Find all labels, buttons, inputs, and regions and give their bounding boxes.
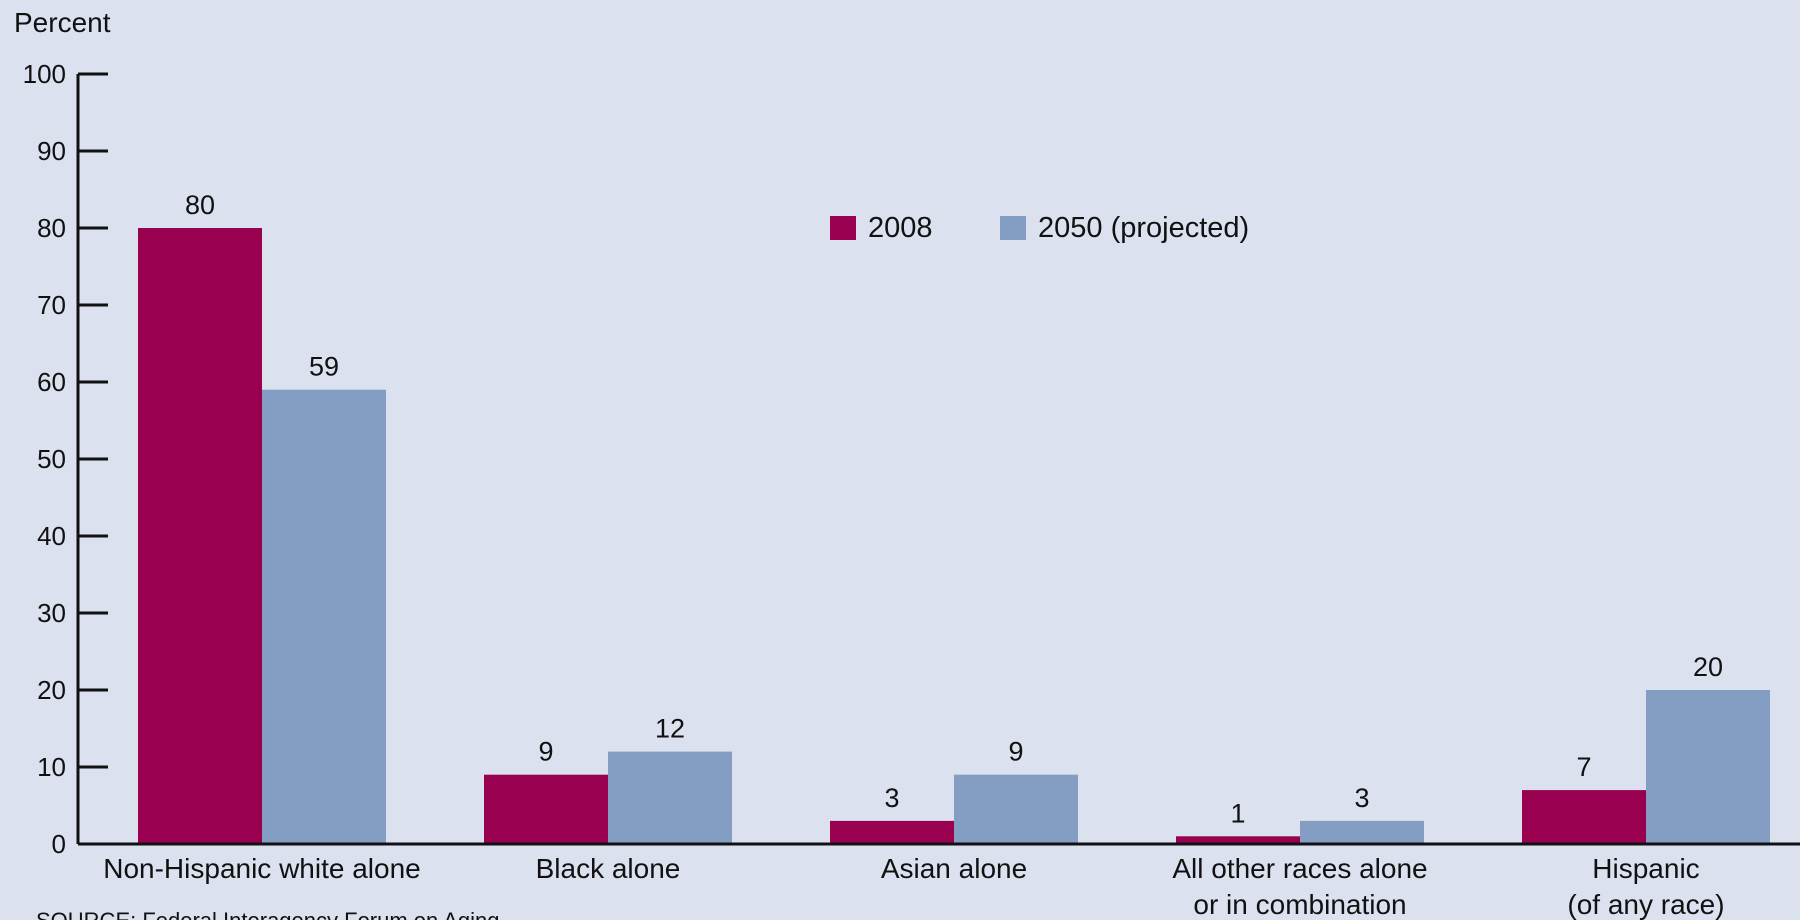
y-tick-label: 30 — [37, 598, 66, 628]
legend-swatch — [1000, 216, 1026, 240]
bar — [608, 751, 732, 844]
value-label: 9 — [1008, 737, 1023, 767]
value-label: 3 — [1354, 783, 1369, 813]
y-tick-label: 0 — [52, 829, 66, 859]
bar — [830, 820, 954, 844]
bars — [138, 228, 1770, 844]
x-tick-label: Black alone — [536, 853, 681, 884]
y-axis-label: Percent — [14, 7, 111, 38]
x-tick-label: Hispanic — [1592, 853, 1699, 884]
y-tick-label: 40 — [37, 521, 66, 551]
bar — [138, 228, 262, 844]
value-label: 9 — [538, 737, 553, 767]
value-labels: 80 59 9 12 3 9 1 3 7 20 — [185, 190, 1723, 828]
x-axis: Non-Hispanic white alone Black alone Asian… — [78, 842, 1800, 920]
x-tick-label: Non-Hispanic white alone — [103, 853, 421, 884]
value-label: 20 — [1693, 652, 1723, 682]
x-tick-label: Asian alone — [881, 853, 1027, 884]
legend: 2008 2050 (projected) — [830, 212, 1249, 244]
y-tick-label: 60 — [37, 367, 66, 397]
value-label: 12 — [655, 714, 685, 744]
value-label: 80 — [185, 190, 215, 220]
y-tick-label: 50 — [37, 444, 66, 474]
legend-swatch — [830, 216, 856, 240]
value-label: 3 — [884, 783, 899, 813]
x-tick-label: (of any race) — [1567, 889, 1724, 920]
y-tick-label: 100 — [23, 59, 66, 89]
bar — [484, 774, 608, 844]
source-note: SOURCE: Federal Interagency Forum on Agi… — [36, 908, 499, 920]
bar — [1646, 690, 1770, 844]
bar — [1522, 790, 1646, 844]
y-tick-label: 80 — [37, 213, 66, 243]
bar — [262, 389, 386, 844]
value-label: 7 — [1576, 752, 1591, 782]
x-tick-label: All other races alone — [1172, 853, 1427, 884]
legend-label: 2008 — [868, 212, 933, 244]
value-label: 1 — [1230, 798, 1245, 828]
y-axis: 0 10 20 30 40 50 60 70 80 90 100 — [23, 59, 108, 859]
y-tick-label: 70 — [37, 290, 66, 320]
legend-label: 2050 (projected) — [1038, 212, 1249, 244]
y-tick-label: 90 — [37, 136, 66, 166]
y-tick-label: 20 — [37, 675, 66, 705]
bar — [1176, 836, 1300, 844]
bar — [954, 774, 1078, 844]
bar — [1300, 820, 1424, 844]
y-tick-label: 10 — [37, 752, 66, 782]
x-tick-label: or in combination — [1193, 889, 1406, 920]
value-label: 59 — [309, 352, 339, 382]
